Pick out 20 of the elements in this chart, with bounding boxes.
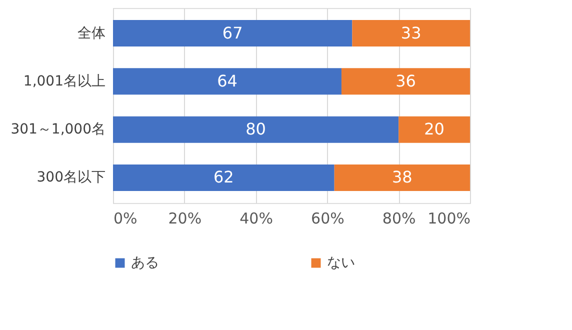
x-tick-label: 0%: [114, 210, 138, 228]
y-tick-label: 1,001名以上: [23, 73, 106, 90]
data-label: 38: [392, 168, 412, 187]
x-tick-label: 80%: [382, 210, 416, 228]
y-tick-label: 301～1,000名: [10, 122, 106, 138]
data-label: 62: [213, 168, 234, 187]
y-tick-label: 全体: [78, 25, 106, 42]
legend-label: ある: [131, 255, 159, 271]
data-label: 20: [424, 120, 444, 139]
data-label: 64: [217, 71, 238, 90]
x-tick-label: 60%: [311, 210, 344, 228]
data-label: 33: [400, 23, 422, 42]
x-tick-label: 20%: [168, 210, 202, 228]
legend-label: ない: [327, 255, 355, 271]
data-label: 67: [222, 23, 243, 42]
data-label: 36: [396, 71, 416, 90]
data-label: 80: [246, 120, 266, 139]
x-tick-label: 100%: [428, 210, 470, 228]
y-tick-label: 300名以下: [36, 170, 106, 186]
x-tick-label: 40%: [240, 210, 273, 228]
